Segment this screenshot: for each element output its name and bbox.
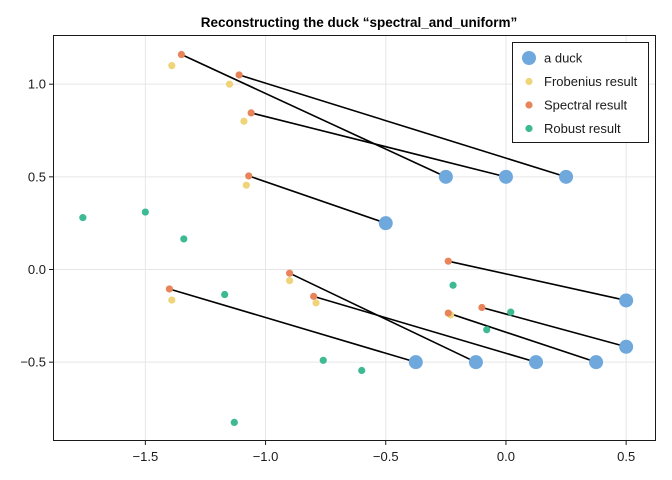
legend-label-frobenius-result: Frobenius result [544, 74, 638, 89]
x-tick-label: −1.5 [133, 449, 159, 464]
legend-marker-spectral-result [525, 101, 533, 109]
point-robust-result [449, 281, 457, 289]
point-a-duck [468, 355, 483, 370]
point-spectral-result [245, 172, 253, 180]
x-tick-label: −0.5 [373, 449, 399, 464]
point-spectral-result [310, 292, 318, 300]
y-tick-label: 0.0 [28, 262, 46, 277]
connection-line [250, 112, 507, 178]
point-frobenius-result [168, 62, 176, 70]
connection-line [238, 74, 567, 178]
connection-line [289, 272, 477, 363]
point-robust-result [141, 208, 149, 216]
connection-lines [169, 53, 627, 363]
point-frobenius-result [225, 80, 234, 88]
y-tick-label: 0.5 [28, 169, 46, 184]
legend-marker-a-duck [522, 51, 536, 65]
point-a-duck [559, 169, 574, 184]
point-robust-result [483, 326, 491, 334]
point-spectral-result [235, 71, 243, 79]
connection-line [169, 288, 417, 363]
point-a-duck [408, 355, 423, 370]
point-robust-result [319, 356, 327, 364]
y-tick-label: −0.5 [20, 355, 46, 370]
connection-line [448, 260, 627, 302]
plot-frame [53, 35, 656, 441]
point-frobenius-result [240, 117, 248, 125]
point-a-duck [529, 355, 544, 370]
connection-line [248, 175, 387, 224]
point-spectral-result [444, 257, 452, 265]
point-frobenius-result [312, 299, 320, 307]
point-robust-result [358, 366, 366, 375]
legend: a duck Frobenius result Spectral result Rob… [512, 42, 649, 143]
x-axis-ticks: −1.5 −1.0 −0.5 0.0 0.5 [133, 440, 635, 464]
point-frobenius-result [242, 181, 250, 189]
x-tick-label: 0.5 [617, 449, 635, 464]
legend-marker-frobenius-result [525, 77, 533, 86]
point-spectral-result [165, 285, 173, 293]
legend-label-robust-result: Robust result [544, 121, 621, 136]
chart-title: Reconstructing the duck “spectral_and_un… [201, 15, 518, 30]
y-axis-ticks: −0.5 0.0 0.5 1.0 [20, 77, 54, 370]
legend-label-spectral-result: Spectral result [544, 98, 627, 113]
data-points [79, 50, 634, 426]
point-spectral-result [444, 309, 452, 317]
point-a-duck [589, 355, 604, 370]
connection-line [313, 295, 537, 363]
point-a-duck [498, 169, 513, 184]
point-spectral-result [177, 50, 186, 59]
legend-label-a-duck: a duck [544, 51, 583, 66]
point-robust-result [180, 235, 188, 243]
point-frobenius-result [168, 296, 176, 304]
point-robust-result [79, 214, 87, 222]
point-robust-result [507, 308, 515, 316]
point-a-duck [378, 216, 393, 231]
point-robust-result [221, 290, 229, 299]
y-tick-label: 1.0 [28, 77, 46, 92]
connection-line [448, 312, 597, 363]
point-spectral-result [247, 109, 255, 117]
point-frobenius-result [285, 277, 294, 285]
point-spectral-result [478, 303, 486, 312]
point-a-duck [438, 169, 453, 184]
x-tick-label: −1.0 [253, 449, 279, 464]
point-robust-result [230, 418, 238, 426]
point-a-duck [619, 293, 634, 308]
connection-line [481, 306, 627, 348]
point-spectral-result [285, 269, 294, 277]
point-a-duck [619, 339, 634, 354]
connection-line [181, 53, 447, 178]
legend-marker-robust-result [525, 124, 533, 133]
x-tick-label: 0.0 [497, 449, 515, 464]
